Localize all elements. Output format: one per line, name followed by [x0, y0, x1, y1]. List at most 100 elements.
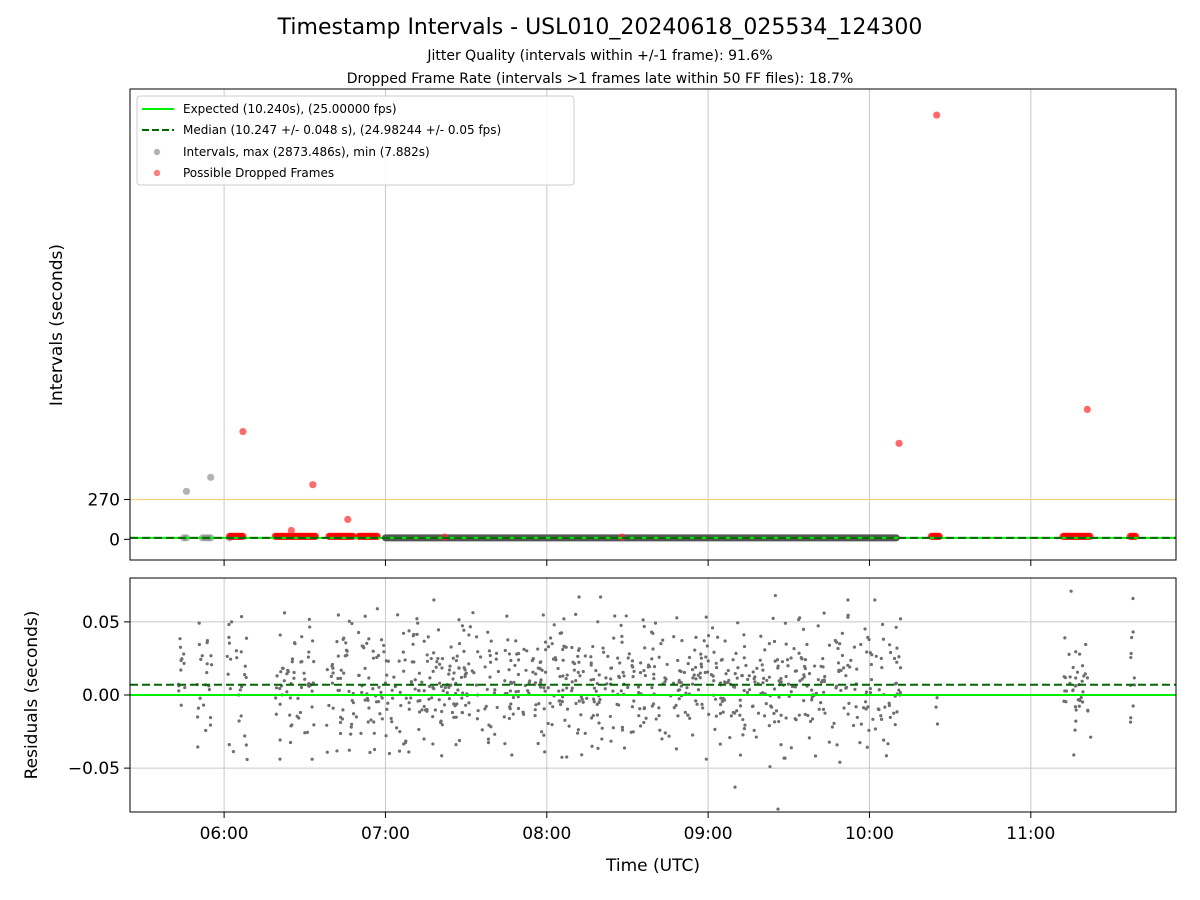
residual-point — [296, 696, 300, 700]
residual-point — [543, 640, 548, 644]
residual-point — [341, 708, 345, 712]
residual-point — [407, 629, 411, 633]
residual-point — [624, 614, 628, 618]
residual-point — [462, 666, 466, 670]
residual-point — [543, 689, 547, 693]
residual-point — [703, 670, 707, 675]
residual-point — [698, 671, 702, 675]
residual-point — [229, 657, 233, 661]
residual-point — [383, 681, 388, 685]
residual-point — [300, 659, 304, 664]
residual-point — [642, 720, 646, 725]
residual-point — [299, 685, 304, 690]
residual-point — [453, 704, 457, 708]
residual-point — [327, 703, 331, 708]
residual-point — [729, 714, 733, 718]
residual-point — [476, 650, 480, 654]
residual-point — [510, 753, 514, 757]
residual-point — [431, 715, 435, 719]
residual-point — [742, 688, 746, 693]
residual-point — [675, 616, 679, 620]
residual-point — [516, 658, 521, 662]
residual-point — [738, 704, 743, 708]
residual-point — [604, 676, 608, 680]
residual-point — [839, 688, 843, 693]
residual-point — [713, 697, 718, 701]
residual-point — [638, 707, 642, 711]
dropped-frame-point — [344, 515, 352, 523]
residual-point — [182, 652, 186, 656]
residual-point — [527, 691, 531, 695]
dropped-frame-point — [933, 111, 941, 119]
legend-expected-label: Expected (10.240s), (25.00000 fps) — [183, 102, 397, 116]
residual-point — [558, 631, 562, 635]
residual-point — [351, 712, 356, 716]
residual-point — [887, 643, 892, 647]
residual-point — [846, 663, 850, 667]
residual-point — [205, 670, 209, 675]
residual-point — [706, 634, 711, 638]
residual-point — [312, 723, 316, 727]
residual-point — [652, 665, 657, 669]
residual-point — [485, 687, 489, 692]
residual-point — [846, 615, 850, 619]
residual-point — [335, 640, 339, 644]
residual-point — [879, 717, 884, 721]
residual-point — [1129, 655, 1133, 660]
residual-point — [182, 661, 186, 666]
residual-point — [597, 700, 601, 705]
residual-point — [492, 691, 497, 695]
residual-point — [1084, 642, 1088, 647]
residual-point — [1130, 635, 1134, 640]
jitter-subtitle: Jitter Quality (intervals within +/-1 fr… — [427, 48, 773, 64]
residual-point — [879, 714, 883, 718]
residual-point — [676, 688, 680, 692]
residual-point — [538, 660, 542, 665]
dropped-frame-point — [287, 526, 295, 535]
residual-point — [577, 660, 581, 664]
residual-point — [873, 727, 878, 731]
residual-point — [544, 648, 548, 652]
residual-point — [774, 709, 779, 713]
residual-point — [525, 649, 529, 653]
residual-point — [282, 679, 286, 683]
residual-point — [621, 670, 625, 674]
residual-point — [874, 654, 878, 658]
residual-point — [227, 635, 231, 639]
residual-point — [718, 703, 723, 707]
residual-point — [244, 743, 248, 747]
residual-point — [278, 757, 282, 761]
residual-point — [303, 677, 307, 681]
residual-point — [721, 710, 725, 714]
residual-point — [386, 659, 390, 663]
residual-point — [696, 673, 700, 677]
residual-point — [503, 742, 507, 746]
residual-point — [893, 682, 897, 686]
residual-point — [565, 686, 569, 690]
residual-point — [779, 743, 783, 747]
residual-point — [803, 712, 807, 716]
residual-point — [1074, 719, 1078, 723]
residual-point — [756, 711, 761, 715]
residual-point — [652, 677, 656, 681]
residual-point — [480, 728, 484, 732]
residual-point — [619, 689, 623, 693]
residual-point — [855, 715, 859, 720]
residual-point — [695, 702, 699, 706]
residual-point — [1063, 636, 1067, 640]
residual-point — [404, 696, 408, 700]
residual-point — [687, 655, 692, 660]
residual-point — [1064, 700, 1068, 704]
residual-point — [488, 653, 492, 658]
residual-point — [564, 676, 568, 681]
residual-point — [690, 682, 695, 686]
residual-point — [227, 641, 232, 645]
residual-point — [390, 688, 394, 692]
residual-point — [735, 709, 739, 713]
residual-point — [450, 710, 455, 715]
legend-intervals-swatch — [153, 148, 161, 156]
residual-point — [676, 714, 680, 718]
residual-point — [934, 705, 938, 709]
residual-point — [331, 666, 335, 670]
residual-point — [649, 630, 654, 634]
